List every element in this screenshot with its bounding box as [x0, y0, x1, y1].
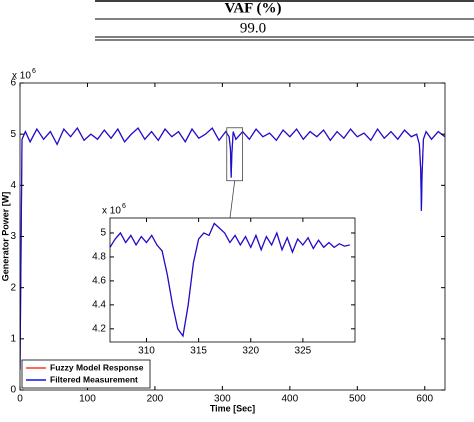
table-cell: 99.0 — [240, 20, 266, 36]
y-multiplier-exponent: 6 — [32, 68, 36, 75]
x-tick-label: 100 — [79, 394, 96, 405]
x-tick-label: 400 — [281, 394, 298, 405]
y-tick-label: 4 — [10, 180, 16, 191]
x-tick-label: 500 — [349, 394, 366, 405]
y-tick-label: 1 — [10, 333, 16, 344]
x-axis-label: Time [Sec] — [210, 403, 255, 413]
x-tick-label: 300 — [214, 394, 231, 405]
y-tick-label: 6 — [10, 78, 16, 89]
plot-area — [110, 218, 355, 342]
x-tick-label: 315 — [190, 346, 207, 357]
y-tick-label: 4.2 — [92, 323, 106, 334]
data-line — [110, 222, 350, 338]
y-axis-label: Generator Power [W] — [0, 192, 10, 282]
y-tick-label: 3 — [10, 231, 16, 242]
legend-box — [21, 359, 151, 389]
y-tick-label: 5 — [10, 129, 16, 140]
plot-frame — [109, 217, 356, 343]
table-header: VAF (%) — [224, 0, 281, 16]
data-line — [20, 126, 445, 370]
x-tick-label: 325 — [295, 346, 312, 357]
x-tick-label: 320 — [242, 346, 259, 357]
y-tick-label: 4.6 — [92, 276, 106, 287]
y-multiplier: x 10 — [102, 206, 121, 217]
y-tick-label: 4.8 — [92, 252, 106, 263]
x-tick-label: 310 — [138, 346, 155, 357]
y-multiplier: x 10 — [12, 71, 31, 82]
y-tick-label: 4.4 — [92, 300, 106, 311]
legend-label: Fuzzy Model Response — [50, 362, 144, 372]
legend-label: Filtered Measurement — [50, 374, 138, 384]
y-tick-label: 5 — [100, 228, 106, 239]
x-tick-label: 600 — [416, 394, 433, 405]
x-tick-label: 0 — [17, 394, 23, 405]
y-tick-label: 2 — [10, 282, 16, 293]
y-multiplier-exponent: 6 — [122, 203, 126, 210]
y-tick-label: 0 — [10, 385, 16, 396]
x-tick-label: 200 — [147, 394, 164, 405]
zoom-connector — [229, 180, 236, 219]
